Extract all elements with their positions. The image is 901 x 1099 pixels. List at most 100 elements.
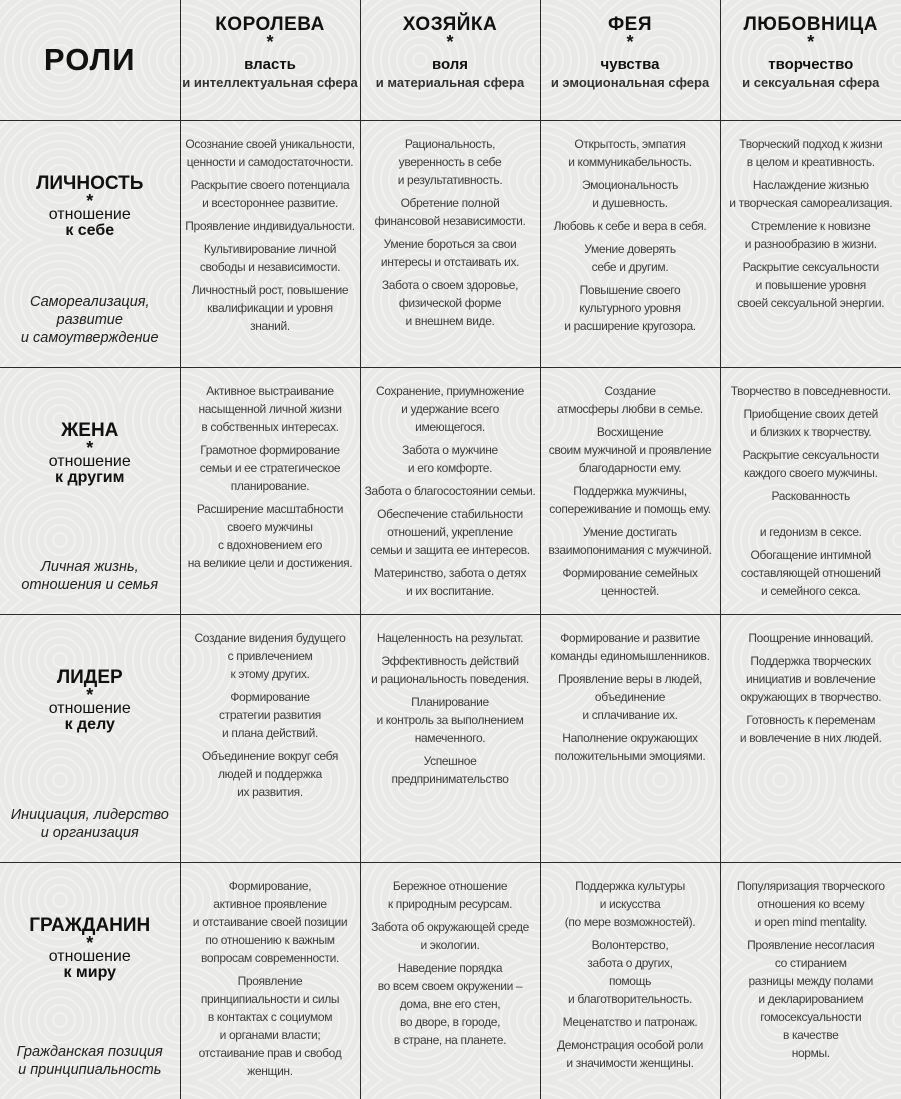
cell-item: Раскованность и гедонизм в сексе. bbox=[759, 488, 862, 539]
row-title: ГРАЖДАНИН bbox=[29, 914, 151, 936]
row-subtitle: Личная жизнь, отношения и семья bbox=[21, 558, 159, 593]
column-title: ФЕЯ bbox=[607, 14, 653, 35]
cell-item: Проявление несогласия со стиранием разни… bbox=[747, 937, 875, 1060]
column-sphere: и интеллектуальная сфера bbox=[182, 75, 358, 90]
cell-item: Обогащение интимной составляющей отношен… bbox=[740, 547, 881, 598]
cell-item: Создание атмосферы любви в семье. bbox=[557, 383, 703, 416]
cell-item: Осознание своей уникальности, ценности и… bbox=[185, 136, 355, 169]
row-subtitle: Гражданская позиция и принципиальность bbox=[16, 1044, 163, 1078]
cell-item: Поддержка культуры и искусства (по мере … bbox=[564, 878, 696, 929]
table-cell: Творчество в повседневности. Приобщение с… bbox=[719, 366, 901, 615]
cell-item: Открытость, эмпатия и коммуникабельность… bbox=[568, 136, 692, 169]
column-title: ЛЮБОВНИЦА bbox=[743, 14, 879, 35]
cell-item: Активное выстраивание насыщенной личной … bbox=[198, 383, 342, 434]
cell-item: Меценатство и патронаж. bbox=[562, 1014, 698, 1029]
cell-item: Приобщение своих детей и близких к творч… bbox=[743, 406, 879, 439]
table-cell: Бережное отношение к природным ресурсам.… bbox=[359, 861, 541, 1099]
cell-item: Стремление к новизне и разнообразию в жи… bbox=[744, 218, 877, 251]
row-title: ЛИДЕР bbox=[56, 666, 123, 688]
cell-item: Обретение полной финансовой независимост… bbox=[374, 195, 526, 228]
table-cell: Рациональность, уверенность в себе и рез… bbox=[359, 119, 541, 368]
table-cell: Сохранение, приумножение и удержание все… bbox=[359, 366, 541, 615]
table-cell: Поддержка культуры и искусства (по мере … bbox=[539, 861, 721, 1099]
role-row: ГРАЖДАНИН * отношение к миру Гражданская… bbox=[0, 861, 901, 1099]
column-title: ХОЗЯЙКА bbox=[402, 14, 498, 35]
row-target: к миру bbox=[63, 963, 117, 981]
cell-item: Формирование, активное проявление и отст… bbox=[192, 878, 348, 965]
table-cell: Творческий подход к жизни в целом и креа… bbox=[719, 119, 901, 368]
star-separator: * bbox=[86, 932, 94, 953]
cell-item: Поддержка мужчины, сопереживание и помощ… bbox=[549, 483, 711, 516]
cell-item: Бережное отношение к природным ресурсам. bbox=[387, 878, 513, 911]
row-attitude: отношение bbox=[48, 947, 131, 965]
cell-item: Объединение вокруг себя людей и поддержк… bbox=[201, 748, 339, 799]
column-header-4: ЛЮБОВНИЦА * творчество и сексуальная сфе… bbox=[719, 0, 901, 121]
cell-item: Забота о благосостоянии семьи. bbox=[364, 483, 536, 498]
corner-label: РОЛИ bbox=[0, 0, 181, 121]
header-row: РОЛИ КОРОЛЕВА * власть и интеллектуальна… bbox=[0, 0, 901, 121]
column-header-2: ХОЗЯЙКА * воля и материальная сфера bbox=[359, 0, 541, 121]
cell-item: Умение бороться за свои интересы и отста… bbox=[380, 236, 520, 269]
cell-item: Творческий подход к жизни в целом и креа… bbox=[739, 136, 883, 169]
table-cell: Нацеленность на результат. Эффективность … bbox=[359, 613, 541, 863]
cell-item: Забота об окружающей среде и экологии. bbox=[371, 919, 529, 952]
cell-item: Эмоциональность и душевность. bbox=[581, 177, 679, 210]
cell-item: Сохранение, приумножение и удержание все… bbox=[376, 383, 524, 434]
star-separator: * bbox=[807, 32, 815, 52]
table-cell: Создание атмосферы любви в семье. Восхище… bbox=[539, 366, 721, 615]
cell-item: Формирование стратегии развития и плана … bbox=[219, 689, 321, 740]
cell-item: Наведение порядка во всем своем окружени… bbox=[377, 960, 523, 1047]
cell-item: Проявление принципиальности и силы в кон… bbox=[198, 973, 342, 1078]
cell-item: Любовь к себе и вера в себя. bbox=[553, 218, 707, 233]
cell-item: Формирование семейных ценностей. bbox=[562, 565, 698, 598]
column-title: КОРОЛЕВА bbox=[215, 14, 325, 35]
column-quality: воля bbox=[431, 56, 469, 73]
cell-item: Демонстрация особой роли и значимости же… bbox=[556, 1037, 704, 1070]
row-title: ЛИЧНОСТЬ bbox=[36, 172, 144, 194]
column-header-1: КОРОЛЕВА * власть и интеллектуальная сфе… bbox=[179, 0, 361, 121]
row-target: к себе bbox=[65, 221, 115, 239]
star-separator: * bbox=[86, 190, 94, 211]
cell-item: Популяризация творческого отношения ко в… bbox=[736, 878, 885, 929]
table-cell: Открытость, эмпатия и коммуникабельность… bbox=[539, 119, 721, 368]
column-quality: чувства bbox=[600, 56, 660, 73]
star-separator: * bbox=[446, 32, 454, 52]
row-title: ЖЕНА bbox=[61, 419, 119, 441]
row-subtitle: Инициация, лидерство и организация bbox=[10, 806, 169, 841]
row-header: ЛИЧНОСТЬ * отношение к себе Самореализац… bbox=[0, 119, 181, 368]
table-cell: Формирование, активное проявление и отст… bbox=[179, 861, 361, 1099]
cell-item: Забота о своем здоровье, физической форм… bbox=[381, 277, 519, 328]
row-attitude: отношение bbox=[48, 452, 131, 470]
cell-item: Раскрытие сексуальности и повышение уров… bbox=[737, 259, 885, 310]
table-cell: Формирование и развитие команды единомыш… bbox=[539, 613, 721, 863]
role-row: ЛИДЕР * отношение к делу Инициация, лиде… bbox=[0, 613, 901, 863]
star-separator: * bbox=[266, 32, 274, 52]
column-sphere: и материальная сфера bbox=[375, 75, 525, 90]
cell-item: Наполнение окружающих положительными эмо… bbox=[554, 730, 706, 763]
row-header: ЛИДЕР * отношение к делу Инициация, лиде… bbox=[0, 613, 181, 863]
cell-item: Эффективность действий и рациональность … bbox=[371, 653, 529, 686]
cell-item: Умение доверять себе и другим. bbox=[584, 241, 676, 274]
cell-item: Творчество в повседневности. bbox=[730, 383, 891, 398]
table-cell: Популяризация творческого отношения ко в… bbox=[719, 861, 901, 1099]
row-header: ГРАЖДАНИН * отношение к миру Гражданская… bbox=[0, 861, 181, 1099]
cell-item: Формирование и развитие команды единомыш… bbox=[550, 630, 710, 663]
cell-item: Раскрытие сексуальности каждого своего м… bbox=[742, 447, 880, 480]
cell-item: Грамотное формирование семьи и ее страте… bbox=[199, 442, 341, 493]
table-cell: Осознание своей уникальности, ценности и… bbox=[179, 119, 361, 368]
cell-item: Создание видения будущего с привлечением… bbox=[194, 630, 346, 681]
column-quality: власть bbox=[244, 56, 296, 73]
cell-item: Культивирование личной свободы и независ… bbox=[199, 241, 341, 274]
row-header: ЖЕНА * отношение к другим Личная жизнь, … bbox=[0, 366, 181, 615]
column-quality: творчество bbox=[768, 56, 854, 73]
cell-item: Раскрытие своего потенциала и всесторонн… bbox=[190, 177, 350, 210]
cell-item: Наслаждение жизнью и творческая самореал… bbox=[729, 177, 893, 210]
cell-item: Восхищение своим мужчиной и проявление б… bbox=[548, 424, 712, 475]
cell-item: Расширение масштабности своего мужчины с… bbox=[187, 501, 353, 570]
role-row: ЖЕНА * отношение к другим Личная жизнь, … bbox=[0, 366, 901, 615]
row-subtitle: Самореализация, развитие и самоутвержден… bbox=[20, 293, 159, 346]
cell-item: Рациональность, уверенность в себе и рез… bbox=[397, 136, 503, 187]
cell-item: Поддержка творческих инициатив и вовлече… bbox=[740, 653, 882, 704]
column-sphere: и эмоциональная сфера bbox=[550, 75, 710, 90]
